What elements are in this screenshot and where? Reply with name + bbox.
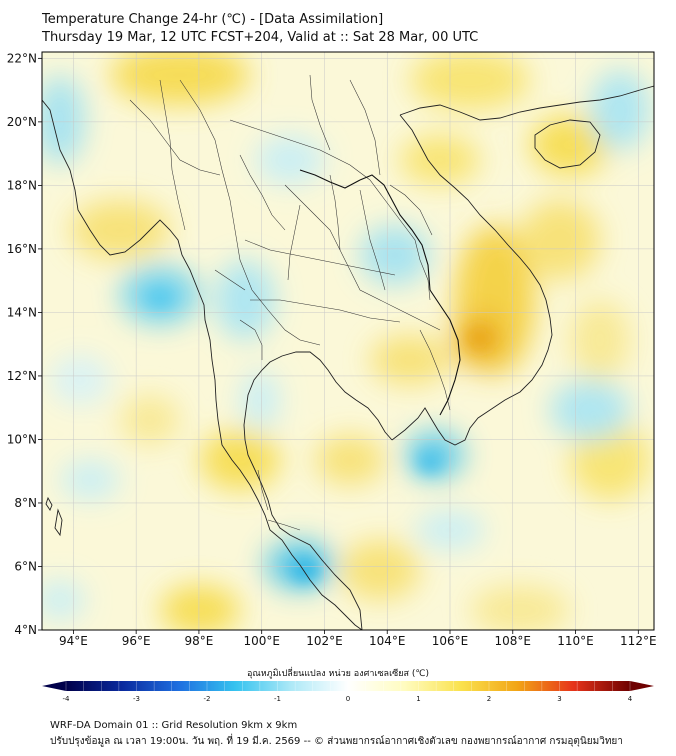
lon-tick-label: 108°E xyxy=(495,634,532,648)
colorbar-tick-label: -4 xyxy=(63,695,71,703)
colorbar-max-arrow xyxy=(630,681,654,691)
lat-tick-label: 6°N xyxy=(14,559,37,573)
lat-tick-label: 4°N xyxy=(14,623,37,637)
lat-tick-label: 10°N xyxy=(7,432,37,446)
colorbar-tick-label: 2 xyxy=(487,695,491,703)
lon-tick-label: 110°E xyxy=(557,634,594,648)
lon-tick-label: 98°E xyxy=(184,634,213,648)
lat-tick-label: 14°N xyxy=(7,305,37,319)
lon-tick-label: 100°E xyxy=(243,634,280,648)
temperature-field xyxy=(42,52,654,630)
map-subtitle: Thursday 19 Mar, 12 UTC FCST+204, Valid … xyxy=(42,30,479,45)
country-borders xyxy=(299,169,461,416)
lat-tick-label: 20°N xyxy=(7,115,37,129)
lat-tick-label: 16°N xyxy=(7,242,37,256)
lon-tick-label: 96°E xyxy=(122,634,151,648)
lon-tick-label: 112°E xyxy=(620,634,657,648)
colorbar: -4 -3 -2 -1 0 1 2 3 4 xyxy=(42,681,654,703)
colorbar-tick-label: 0 xyxy=(346,695,350,703)
footer-credit: ปรับปรุงข้อมูล ณ เวลา 19:00น. วัน พฤ. ที… xyxy=(50,736,623,747)
lat-tick-label: 18°N xyxy=(7,178,37,192)
colorbar-tick-label: 1 xyxy=(416,695,420,703)
lon-tick-label: 106°E xyxy=(432,634,469,648)
colorbar-tick-label: 3 xyxy=(557,695,561,703)
longitude-ticks: 94°E 96°E 98°E 100°E 102°E 104°E 106°E 108°E 110… xyxy=(59,630,657,648)
lat-tick-label: 22°N xyxy=(7,51,37,65)
footer-model-info: WRF-DA Domain 01 :: Grid Resolution 9km … xyxy=(50,720,298,731)
admin-boundaries xyxy=(129,74,451,531)
lat-tick-label: 8°N xyxy=(14,496,37,510)
lon-tick-label: 94°E xyxy=(59,634,88,648)
latitude-ticks: 4°N 6°N 8°N 10°N 12°N 14°N 16°N 18°N 20°N 22°N xyxy=(7,51,42,637)
lon-tick-label: 104°E xyxy=(369,634,406,648)
colorbar-tick-label: 4 xyxy=(628,695,633,703)
colorbar-tick-label: -2 xyxy=(204,695,211,703)
coastlines xyxy=(42,85,654,630)
colorbar-tick-label: -1 xyxy=(274,695,281,703)
map-frame xyxy=(41,51,655,631)
map-title: Temperature Change 24-hr (℃) - [Data Ass… xyxy=(42,12,384,27)
colorbar-min-arrow xyxy=(42,681,66,691)
lat-tick-label: 12°N xyxy=(7,369,37,383)
colorbar-label: อุณหภูมิเปลี่ยนแปลง หน่วย องศาเซลเซียส (… xyxy=(246,669,430,679)
lon-tick-label: 102°E xyxy=(306,634,343,648)
colorbar-tick-label: -3 xyxy=(133,695,140,703)
